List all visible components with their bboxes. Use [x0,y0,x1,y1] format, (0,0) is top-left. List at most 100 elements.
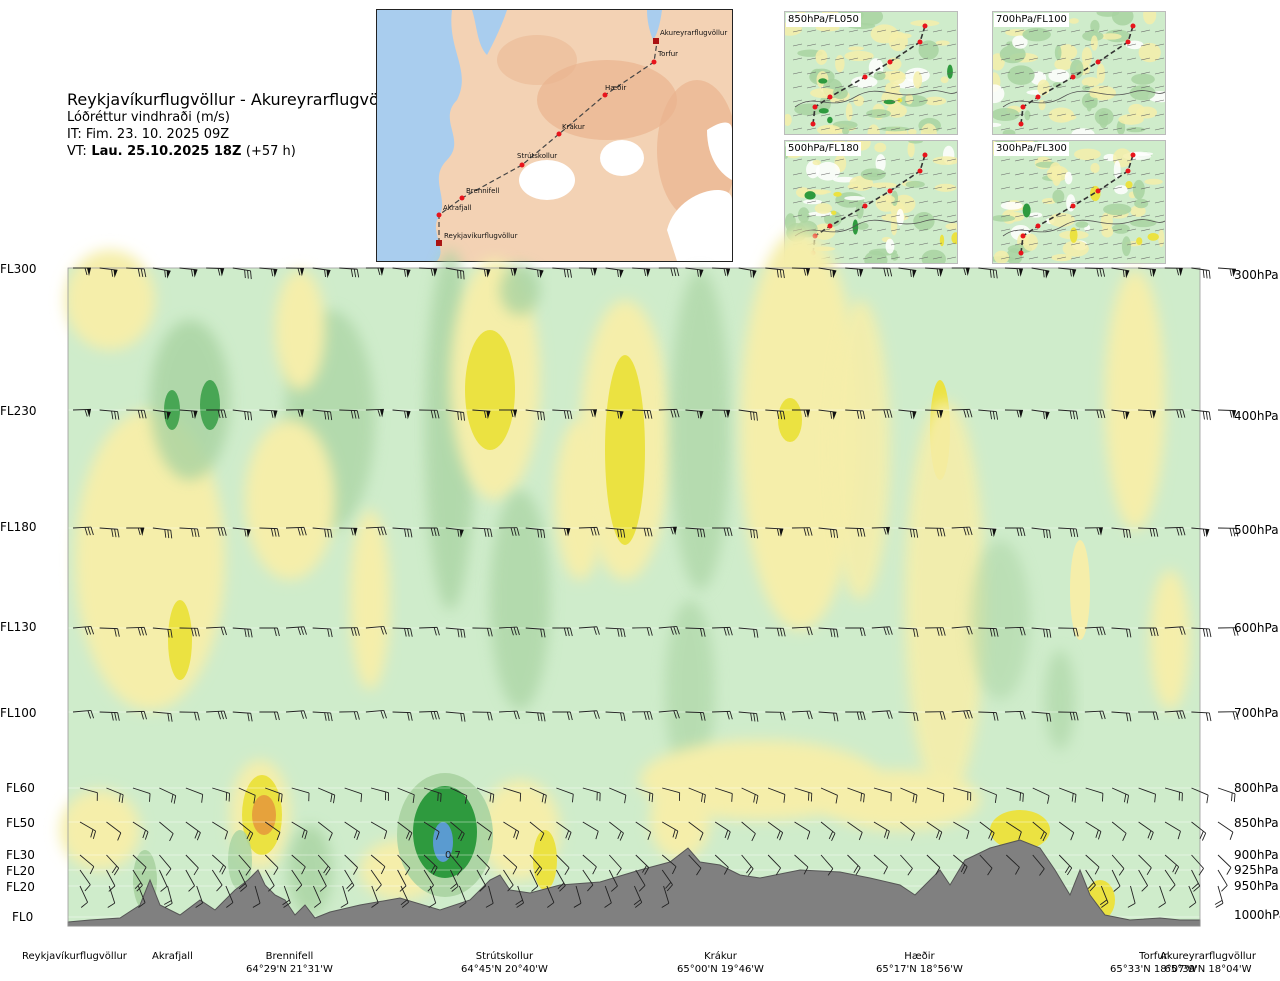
wind-barb [873,787,892,802]
minimap-field-cell [870,182,898,189]
waypoint-torfur: Torfur 65°33'N 18°07'W [1110,951,1197,975]
minimap-wind-barb [1126,57,1137,61]
wind-barb [845,527,866,537]
variable-title: Lóðréttur vindhraði (m/s) [67,110,230,125]
minimap-field-cell [993,84,1005,104]
wind-barb [392,627,413,637]
wind-barb [1111,627,1132,638]
wind-barb [318,787,336,804]
minimap-wind-barb [1000,256,1011,260]
minimap-wind-barb [1154,172,1165,176]
wind-barb [423,821,440,840]
minimap-wind-barb [862,85,873,89]
minimap-wind-barb [1112,158,1123,162]
wind-barb [662,787,681,801]
wind-barb [1085,854,1100,875]
minimap-wind-barb [1154,71,1165,75]
wind-barb [925,627,946,636]
wind-barb [79,854,95,875]
minimap-field-cell [1022,27,1051,42]
wind-barb [259,409,278,419]
minimap-field-cell [908,141,923,144]
wind-barb [605,711,626,722]
minimap-field-cell [1052,189,1065,204]
wind-barb [79,869,91,892]
wind-barb [951,526,973,536]
wind-barb [423,787,442,802]
minimap-wind-barb [1028,158,1039,162]
minimap-route-point [1070,203,1076,209]
minimap-wind-barb [806,71,817,75]
wind-barb [953,854,968,875]
minimap-wind-barb [792,200,803,204]
wind-barb [791,626,813,636]
minimap-wind-barb [1056,85,1067,89]
minimap-wind-barb [834,85,845,89]
wind-barb [476,854,490,876]
minimap-wind-barb [1140,71,1151,75]
minimap-wind-barb [1126,43,1137,47]
wind-barb [1191,527,1210,538]
minimap-wind-barb [820,43,831,47]
minimap-wind-barb [1042,71,1053,75]
wind-barb [137,885,146,908]
map-label-krakur: Krákur [562,123,585,131]
minimap-wind-barb [792,71,803,75]
wind-barb [185,787,204,803]
minimap-wind-barb [1056,158,1067,162]
minimap-wind-barb [862,43,873,47]
wind-barb [79,787,98,801]
wind-barb [1058,527,1079,538]
wind-barb [397,869,407,892]
minimap-wind-barb [890,158,901,162]
minimap-wind-barb [792,43,803,47]
wind-barb [206,626,227,636]
minimap-wind-barb [834,57,845,61]
wind-barb [503,869,514,892]
minimap-wind-barb [1126,214,1137,218]
minimap-field-cell [1024,110,1031,121]
wind-barb [555,869,566,892]
wind-barb [979,854,993,876]
minimap-wind-barb [876,127,887,131]
minimap-field-cell [785,213,796,232]
wind-barb [1058,711,1079,721]
wind-barb [472,627,493,637]
minimap-field-cell [816,124,841,134]
minimap-wind-barb [820,29,831,33]
minimap-wind-barb [1070,172,1081,176]
minimap-wind-barb [946,214,957,218]
wind-barb [1032,854,1045,876]
wind-barb [265,787,283,803]
minimap-300-label: 300hPa/FL300 [994,142,1069,156]
wind-barb [791,409,810,418]
wind-barb [312,711,333,722]
minimap-field-cell [1086,96,1093,112]
wind-barb [925,267,944,278]
wind-barb [126,710,147,720]
wind-barb [818,627,839,638]
minimap-wind-barb [876,113,887,117]
minimap-wind-barb [1084,113,1095,117]
minimap-wind-barb [792,57,803,61]
wind-barb [608,869,618,892]
minimap-field-cell [1081,47,1093,66]
minimap-wind-barb [1014,29,1025,33]
wind-barb [791,267,810,277]
minimap-wind-barb [806,228,817,232]
wind-barb [159,854,172,876]
wind-barb [232,527,251,538]
minimap-route-point [922,152,928,158]
wind-barb [458,885,467,908]
wind-barb [820,821,836,841]
wind-barb [715,787,733,802]
minimap-wind-barb [1014,71,1025,75]
minimap-wind-barb [904,186,915,190]
minimap-wind-barb [1112,127,1123,131]
wind-barb [818,409,837,420]
minimap-wind-barb [862,214,873,218]
minimap-wind-barb [1140,200,1151,204]
minimap-wind-barb [1098,99,1109,103]
minimap-route-point [887,188,893,194]
wind-barb [282,885,291,908]
